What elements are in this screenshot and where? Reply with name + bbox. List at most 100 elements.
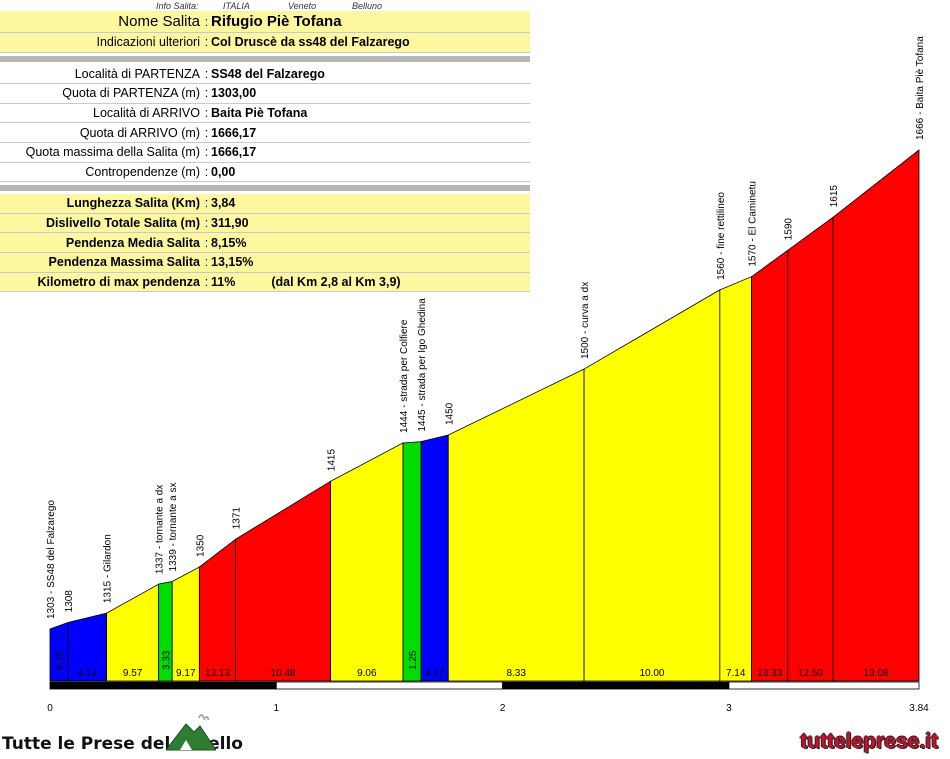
- stat-row-label: Lunghezza Salita (Km): [66, 196, 200, 211]
- profile-segment: [402, 441, 422, 682]
- point-altitude-label: 1450: [444, 402, 455, 425]
- point-altitude-label: 1350: [195, 534, 206, 557]
- stat-row-label: Pendenza Media Salita: [65, 235, 200, 250]
- info-row-label: Quota massima della Salita (m): [25, 145, 200, 160]
- segment-grade-label: 1.25: [408, 650, 419, 670]
- info-row: Località di ARRIVO: Baita Piè Tofana: [0, 104, 530, 124]
- climb-name-row: Nome Salita : Rifugio Piè Tofana: [0, 11, 530, 33]
- info-row-value: 1666,17: [211, 145, 257, 160]
- segment-grade-label: 13.33: [757, 668, 782, 679]
- profile-segment: [235, 480, 332, 682]
- segment-grade-label: 10.48: [271, 668, 296, 679]
- point-altitude-label: 1590: [784, 218, 795, 241]
- info-row: Località di PARTENZA: SS48 del Falzarego: [0, 65, 530, 85]
- stat-value-text: 8,15%: [211, 235, 247, 250]
- x-tick-label: 2: [500, 703, 506, 714]
- info-row-value: SS48 del Falzarego: [211, 66, 325, 81]
- stat-row-label: Kilometro di max pendenza: [37, 274, 200, 289]
- point-altitude-label: 1337 - tornante a dx: [155, 485, 166, 575]
- info-row-label: Località di PARTENZA: [74, 66, 200, 81]
- profile-segment: [787, 216, 834, 682]
- segment-grade-label: 9.06: [357, 668, 377, 679]
- profile-segment: [171, 566, 200, 682]
- point-altitude-label: 1315 - Gilardon: [103, 534, 114, 603]
- segment-grade-label: 10.00: [639, 668, 664, 679]
- profile-segment: [198, 538, 236, 682]
- stat-row-value: 13,15%: [211, 255, 530, 269]
- x-tick-label: 1: [274, 703, 280, 714]
- divider: [0, 185, 530, 192]
- x-tick-label: 3.84: [909, 703, 929, 714]
- km-scale-band: [49, 681, 277, 690]
- climb-detail-rows: Località di PARTENZA: SS48 del Falzarego Q…: [0, 65, 530, 183]
- stat-row: Pendenza Massima Salita:13,15%: [0, 252, 530, 273]
- stat-row-value: 11% (dal Km 2,8 al Km 3,9): [211, 275, 530, 289]
- point-altitude-label: 1308: [64, 590, 75, 613]
- province-label: Belluno: [352, 1, 383, 11]
- point-altitude-label: 1615: [829, 185, 840, 208]
- segment-grade-label: 9.57: [123, 668, 143, 679]
- point-altitude-label: 1560 - fine rettilineo: [716, 192, 727, 280]
- info-row: Quota di ARRIVO (m):1666,17: [0, 123, 530, 143]
- stat-row-label: Dislivello Totale Salita (m): [46, 216, 200, 231]
- stat-row: Lunghezza Salita (Km):3,84: [0, 194, 530, 214]
- profile-segment: [751, 249, 789, 682]
- segment-grade-label: 13.13: [205, 668, 230, 679]
- stat-value-text: 3,84: [211, 196, 236, 211]
- point-altitude-label: 1570 - El Caminetu: [748, 181, 759, 267]
- km-scale-band: [728, 681, 920, 690]
- info-row-value: Baita Piè Tofana: [211, 106, 308, 121]
- x-tick-label: 3: [726, 703, 732, 714]
- km-scale-band: [275, 681, 504, 690]
- info-row: Quota di PARTENZA (m):1303,00: [0, 84, 530, 104]
- info-row: Contropendenze (m):0,00: [0, 163, 530, 183]
- point-altitude-label: 1303 - SS48 del Falzarego: [46, 500, 57, 619]
- segment-grade-label: 12.50: [798, 668, 823, 679]
- segment-grade-label: 6.25: [55, 650, 66, 670]
- profile-segment: [330, 442, 404, 682]
- segment-grade-label: 4.17: [425, 668, 445, 679]
- stat-value-text: 13,15%: [211, 255, 254, 270]
- profile-segment: [583, 289, 721, 682]
- climb-notes-label: Indicazioni ulteriori: [96, 35, 200, 50]
- divider: [0, 55, 530, 62]
- segment-grade-label: 7.14: [726, 668, 746, 679]
- segment-grade-label: 13.08: [863, 668, 888, 679]
- info-row-value: 1666,17: [211, 125, 257, 140]
- x-tick-label: 0: [47, 703, 53, 714]
- stat-value-text: 11%: [211, 274, 236, 289]
- profile-segment: [420, 434, 449, 682]
- climb-notes-value: Col Druscè da ss48 del Falzarego: [211, 35, 410, 50]
- stat-value-text: 311,90: [211, 216, 249, 231]
- info-row: Quota massima della Salita (m):1666,17: [0, 143, 530, 163]
- info-row-label: Quota di PARTENZA (m): [62, 86, 200, 101]
- info-row-label: Contropendenze (m): [85, 164, 200, 179]
- stat-row-label: Pendenza Massima Salita: [48, 255, 200, 270]
- point-altitude-label: 1500 - curva a dx: [580, 282, 591, 359]
- segment-grade-label: 9.17: [176, 668, 196, 679]
- climb-info-panel: Nome Salita : Rifugio Piè Tofana Indicaz…: [0, 11, 530, 293]
- stat-row-value: 3,84: [211, 196, 530, 210]
- stat-row-value: 311,90: [211, 216, 530, 230]
- climb-notes-row: Indicazioni ulteriori : Col Druscè da ss…: [0, 33, 530, 53]
- info-row-label: Quota di ARRIVO (m): [79, 125, 200, 140]
- climb-name-value: Rifugio Piè Tofana: [211, 13, 342, 30]
- climb-stat-rows: Lunghezza Salita (Km):3,84 Dislivello Tot…: [0, 194, 530, 293]
- footer-website[interactable]: tutteleprese.it: [800, 730, 938, 753]
- profile-segment: [106, 583, 160, 682]
- point-altitude-label: 1339 - tornante a sx: [168, 483, 179, 572]
- profile-segment: [832, 149, 920, 682]
- stat-row: Pendenza Media Salita:8,15%: [0, 233, 530, 253]
- segment-grade-label: 8.33: [506, 668, 526, 679]
- profile-segment: [719, 276, 752, 682]
- country-label: ITALIA: [223, 1, 250, 11]
- climb-name-label: Nome Salita: [118, 13, 200, 30]
- mountain-logo-icon: [166, 714, 216, 751]
- info-row-label: Località di ARRIVO: [93, 106, 200, 121]
- profile-segment: [447, 368, 585, 682]
- point-altitude-label: 1445 - strada per Igo Ghedina: [417, 298, 428, 432]
- stat-row-value: 8,15%: [211, 236, 530, 250]
- info-row-value: 0,00: [211, 164, 236, 179]
- point-altitude-label: 1444 - strada per Colfiere: [399, 319, 410, 433]
